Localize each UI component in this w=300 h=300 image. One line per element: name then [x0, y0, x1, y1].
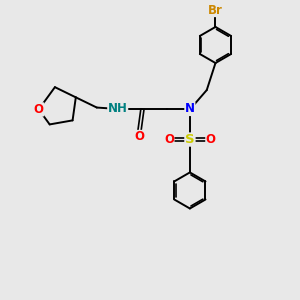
Text: O: O [134, 130, 144, 143]
Text: O: O [206, 133, 216, 146]
Text: N: N [185, 103, 195, 116]
Text: O: O [34, 103, 44, 116]
Text: NH: NH [108, 103, 128, 116]
Text: S: S [185, 133, 195, 146]
Text: Br: Br [208, 4, 223, 16]
Text: O: O [164, 133, 174, 146]
